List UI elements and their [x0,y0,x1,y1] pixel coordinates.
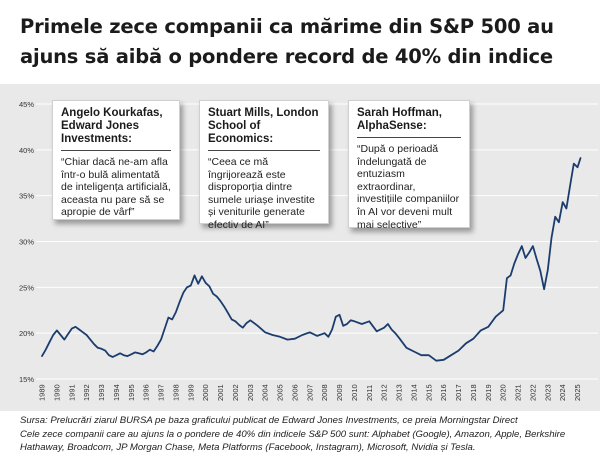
x-tick-label: 1997 [157,384,166,401]
quote-callout-mills: Stuart Mills, London School of Economics… [199,100,329,231]
x-tick-label: 2001 [216,384,225,401]
x-tick-label: 2019 [484,384,493,401]
x-tick-label: 2013 [395,384,404,401]
x-tick-label: 1999 [186,384,195,401]
x-tick-label: 1990 [52,384,61,401]
series-line-0 [41,157,582,362]
y-tick-label: 40% [19,146,34,155]
callout-author: Sarah Hoffman, AlphaSense: [357,107,442,132]
x-tick-label: 2003 [246,384,255,401]
y-tick-label: 25% [19,283,34,292]
y-tick-label: 35% [19,192,34,201]
line-chart: 15%20%25%30%35%40%45% 1989 1990 1991 1992 19… [19,100,598,401]
y-axis-tick-labels: 15% 20% 25% 30% 35% 40% 45% [19,100,34,384]
x-tick-label: 2005 [276,384,285,401]
x-tick-label: 1989 [38,384,47,401]
x-tick-label: 2006 [290,384,299,401]
x-tick-label: 2020 [499,384,508,401]
series-group [41,157,582,362]
y-tick-label: 15% [19,375,34,384]
callout-quote: “Ceea ce mă îngrijorează este disproporț… [208,156,315,231]
x-tick-label: 2000 [201,384,210,401]
x-tick-label: 1991 [67,384,76,401]
x-tick-label: 2021 [514,384,523,401]
x-tick-label: 2007 [305,384,314,401]
x-tick-label: 2011 [365,385,374,401]
callout-author: Angelo Kourkafas, Edward Jones Investmen… [61,107,163,145]
x-tick-label: 2025 [573,384,582,401]
x-tick-label: 2009 [335,384,344,401]
x-tick-label: 2018 [469,384,478,401]
x-tick-label: 2008 [320,384,329,401]
x-tick-label: 2015 [424,384,433,401]
x-tick-label: 1992 [82,384,91,401]
quote-callout-kourkafas: Angelo Kourkafas, Edward Jones Investmen… [52,100,180,220]
y-tick-label: 20% [19,329,34,338]
x-tick-label: 2017 [454,384,463,401]
x-tick-label: 2024 [558,384,567,401]
chart-title: Primele zece companii ca mărime din S&P … [20,15,554,68]
x-tick-label: 2002 [231,384,240,401]
callout-divider [357,137,461,138]
x-tick-label: 2010 [350,384,359,401]
y-tick-label: 30% [19,238,34,247]
source-line: Sursa: Prelucrări ziarul BURSA pe baza g… [20,415,518,426]
x-tick-label: 2022 [528,384,537,401]
quote-callout-hoffman: Sarah Hoffman, AlphaSense: “După o perio… [348,100,470,231]
x-tick-label: 2004 [261,384,270,401]
callout-divider [61,150,171,151]
x-axis-tick-labels: 1989 1990 1991 1992 1993 1994 1995 1996 1997 1998… [38,384,583,401]
x-tick-label: 2023 [543,384,552,401]
source-notes: Sursa: Prelucrări ziarul BURSA pe baza g… [20,414,590,455]
companies-note: Cele zece companii care au ajuns la o po… [20,429,566,453]
x-tick-label: 1998 [171,384,180,401]
x-tick-label: 1996 [142,384,151,401]
callout-divider [208,150,320,151]
title-band: Primele zece companii ca mărime din S&P … [0,0,600,84]
callout-quote: “După o perioadă îndelungată de entuzias… [357,143,460,231]
x-tick-label: 2016 [439,384,448,401]
x-tick-label: 1994 [112,384,121,401]
callout-quote: “Chiar dacă ne-am afla într-o bulă alime… [61,156,171,219]
x-tick-label: 1993 [97,384,106,401]
x-tick-label: 2014 [409,384,418,401]
x-tick-label: 2012 [380,384,389,401]
x-tick-label: 1995 [127,384,136,401]
y-tick-label: 45% [19,100,34,109]
callout-author: Stuart Mills, London School of Economics… [208,107,319,145]
